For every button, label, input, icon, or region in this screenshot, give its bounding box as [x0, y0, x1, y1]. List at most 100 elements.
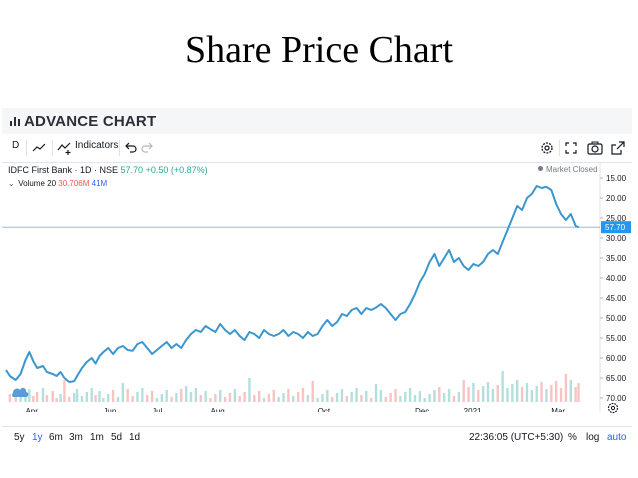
- indicators-button[interactable]: Indicators: [75, 140, 119, 151]
- chart-style-icon[interactable]: [30, 139, 48, 157]
- volume-bar: [45, 395, 49, 402]
- tradingview-logo-icon: [12, 387, 29, 397]
- volume-bar: [577, 383, 580, 402]
- volume-bar: [545, 389, 548, 402]
- volume-bar: [145, 395, 149, 402]
- volume-bar: [496, 385, 499, 402]
- volume-bar: [481, 386, 485, 402]
- toolbar-divider: [119, 140, 120, 156]
- volume-bar: [462, 380, 465, 402]
- volume-bar: [24, 393, 27, 402]
- status-dot-icon: [538, 166, 543, 171]
- volume-bar: [75, 389, 79, 402]
- camera-icon[interactable]: [586, 139, 604, 157]
- volume-bar: [350, 392, 353, 402]
- volume-bar: [262, 398, 266, 402]
- volume-bar: [292, 396, 295, 402]
- volume-bar: [28, 389, 31, 402]
- volume-bar: [32, 396, 35, 402]
- auto-toggle[interactable]: auto: [607, 432, 627, 443]
- volume-bar: [141, 388, 144, 402]
- indicators-icon[interactable]: [56, 139, 74, 157]
- volume-bar: [155, 398, 159, 402]
- volume-bar: [287, 389, 290, 402]
- volume-bar: [253, 395, 256, 402]
- last-price: 57.70: [120, 165, 144, 175]
- volume-bar: [19, 397, 22, 402]
- volume-ma-value: 41M: [91, 179, 108, 188]
- volume-bar: [501, 371, 504, 402]
- time-axis-label: Aug: [210, 407, 224, 412]
- range-6m[interactable]: 6m: [49, 432, 63, 443]
- price-chart[interactable]: 70.00 65.00 60.00 55.00 50.00 45.00 40.00 35.00…: [2, 162, 632, 416]
- fullscreen-icon[interactable]: [562, 139, 580, 157]
- last-price-badge-label: 57.70: [605, 223, 626, 232]
- volume-bar: [85, 392, 89, 402]
- volume-value: 30.706M: [58, 179, 90, 188]
- volume-bar: [511, 384, 514, 402]
- price-tick-label: 65.00: [606, 374, 627, 383]
- volume-bar: [102, 398, 105, 402]
- volume-bar: [63, 380, 66, 402]
- redo-icon[interactable]: [138, 139, 156, 157]
- volume-bar: [520, 387, 524, 402]
- volume-bar: [550, 385, 553, 402]
- volume-bar: [219, 390, 222, 402]
- volume-legend: ⌄ Volume 20 30.706M 41M: [8, 179, 107, 188]
- volume-bar: [540, 382, 543, 402]
- volume-bar: [433, 390, 436, 402]
- interval-button[interactable]: D: [12, 140, 20, 151]
- volume-bar: [98, 391, 101, 402]
- price-tick-label: 15.00: [606, 174, 627, 183]
- toolbar-divider: [559, 140, 560, 156]
- volume-bar: [340, 389, 344, 402]
- volume-bar: [491, 389, 495, 402]
- volume-bar: [55, 398, 58, 402]
- chevron-down-icon[interactable]: ⌄: [8, 179, 15, 188]
- volume-bar: [59, 394, 62, 402]
- time-axis-label: Mar: [551, 407, 565, 412]
- time-axis-label: Apr: [25, 407, 38, 412]
- popout-icon[interactable]: [609, 139, 627, 157]
- volume-bar: [233, 389, 237, 402]
- volume-bar: [41, 388, 45, 402]
- volume-bar: [267, 394, 271, 402]
- axis-settings-gear-icon[interactable]: [606, 401, 620, 415]
- price-tick-label: 50.00: [606, 314, 627, 323]
- volume-label[interactable]: Volume 20: [18, 179, 57, 188]
- price-change: +0.50 (+0.87%): [145, 165, 208, 175]
- range-1m[interactable]: 1m: [90, 432, 104, 443]
- volume-bar: [165, 390, 168, 402]
- volume-bar: [365, 391, 368, 402]
- clock-timezone[interactable]: 22:36:05 (UTC+5:30): [469, 432, 564, 443]
- settings-gear-icon[interactable]: [538, 139, 556, 157]
- last-price-badge: [601, 221, 631, 234]
- chart-pane[interactable]: 70.00 65.00 60.00 55.00 50.00 45.00 40.00 35.00…: [2, 162, 632, 416]
- price-line[interactable]: [5, 185, 579, 383]
- range-1d[interactable]: 1d: [129, 432, 141, 443]
- symbol-name[interactable]: IDFC First Bank · 1D · NSE: [8, 165, 119, 175]
- price-tick-label: 70.00: [606, 394, 627, 403]
- volume-bar: [184, 386, 188, 402]
- volume-bar: [189, 392, 193, 402]
- volume-bar: [238, 396, 241, 402]
- volume-bar: [477, 390, 480, 402]
- range-1y[interactable]: 1y: [32, 432, 43, 443]
- log-toggle[interactable]: log: [586, 432, 600, 443]
- toolbar-divider: [52, 140, 53, 156]
- range-5y[interactable]: 5y: [14, 432, 25, 443]
- undo-icon[interactable]: [122, 139, 140, 157]
- volume-bar: [374, 384, 378, 402]
- range-5d[interactable]: 5d: [111, 432, 123, 443]
- volume-bar: [223, 397, 227, 402]
- chart-toolbar: D Indicators: [2, 134, 632, 163]
- volume-bar: [180, 389, 183, 402]
- volume-bar: [316, 398, 319, 402]
- range-bar: 5y 1y 6m 3m 1m 5d 1d 22:36:05 (UTC+5:30)…: [2, 426, 632, 449]
- volume-bar: [94, 395, 97, 402]
- range-3m[interactable]: 3m: [69, 432, 83, 443]
- volume-bar: [530, 390, 534, 402]
- volume-bar: [447, 389, 451, 402]
- volume-bar: [170, 397, 173, 402]
- percent-toggle[interactable]: %: [568, 432, 577, 443]
